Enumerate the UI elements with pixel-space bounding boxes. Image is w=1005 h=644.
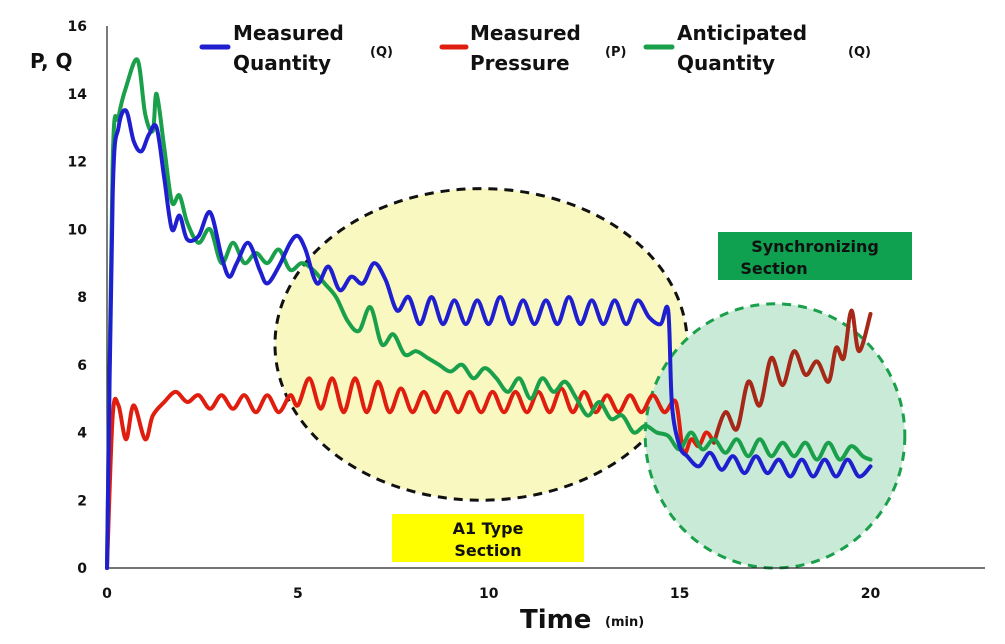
annotation-labels-layer: A1 Type Section Synchronizing Section [392,232,912,562]
annotation-label-box-sync [718,232,912,280]
y-axis-label: P, Q [30,49,73,73]
legend-label-measured-pressure-line1: Measured [470,21,581,45]
y-tick-label-6: 6 [77,358,87,374]
y-tick-label-0: 0 [77,561,87,577]
axes-layer: 0 2 4 6 8 10 12 14 16 0 5 10 15 20 [68,19,985,602]
legend-label-measured-quantity-line2: Quantity [233,51,331,75]
x-tick-label-0: 0 [102,586,112,602]
legend: Measured Quantity (Q) Measured Pressure … [199,21,871,75]
annotation-label-box-a1 [392,514,584,562]
series-line-measured-quantity [105,108,873,570]
x-tick-label-5: 5 [293,586,303,602]
annotation-label-a1-line2: Section [454,541,521,560]
x-tick-label-15: 15 [670,586,689,602]
x-tick-label-10: 10 [479,586,499,602]
y-tick-label-10: 10 [68,222,88,238]
annotation-label-sync-line2: Section [740,259,807,278]
series-layer [105,57,873,570]
y-tick-label-12: 12 [68,155,87,171]
legend-symbol-measured-quantity: (Q) [370,45,393,60]
annotation-region-sync [643,302,907,570]
y-tick-label-8: 8 [77,290,87,306]
x-axis-unit: (min) [605,615,644,630]
legend-label-anticipated-quantity-line2: Quantity [677,51,775,75]
y-tick-label-14: 14 [68,87,88,103]
annotation-label-sync-line1: Synchronizing [751,237,879,256]
y-tick-label-4: 4 [77,426,87,442]
y-tick-label-16: 16 [68,19,87,35]
x-tick-label-20: 20 [861,586,881,602]
legend-label-measured-pressure-line2: Pressure [470,51,570,75]
legend-symbol-measured-pressure: (P) [605,45,626,60]
legend-label-measured-quantity-line1: Measured [233,21,344,45]
legend-symbol-anticipated-quantity: (Q) [848,45,871,60]
x-axis-label: Time [520,605,591,635]
series-line-measured-pressure-synchronized [712,308,873,445]
series-line-measured-pressure [105,376,716,570]
legend-label-anticipated-quantity-line1: Anticipated [677,21,807,45]
series-line-anticipated-quantity [105,57,873,570]
annotation-label-a1-line1: A1 Type [453,519,524,538]
y-tick-label-2: 2 [77,493,87,509]
annotation-region-a1 [273,187,689,502]
